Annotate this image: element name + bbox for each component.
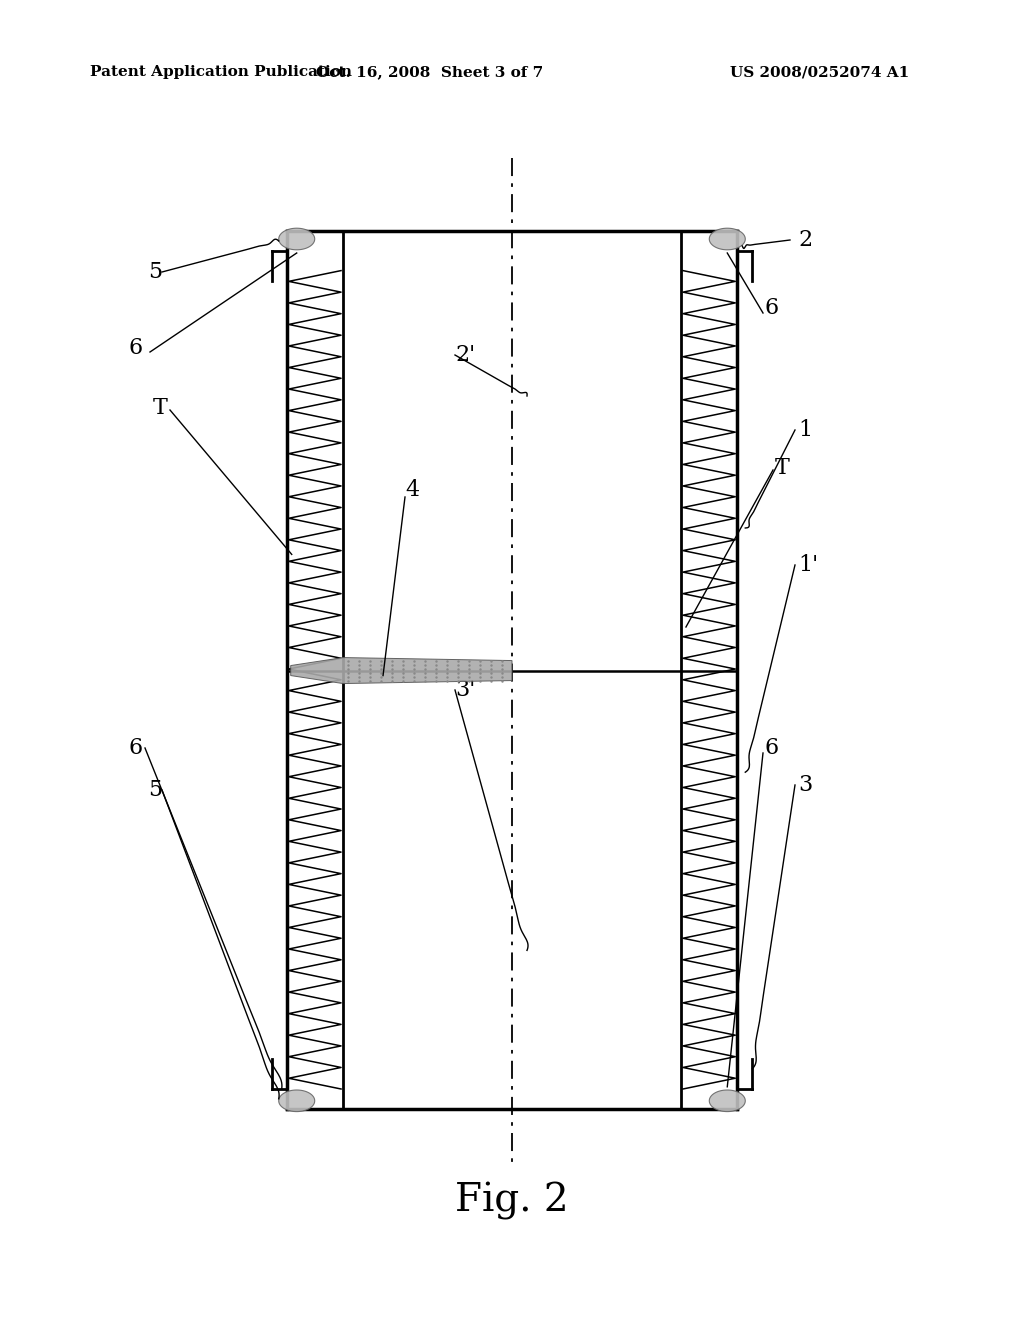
Text: T: T [154,397,168,418]
Text: US 2008/0252074 A1: US 2008/0252074 A1 [730,65,909,79]
Text: T: T [775,457,790,479]
Text: 1: 1 [798,418,812,441]
Polygon shape [710,1090,745,1111]
Text: Patent Application Publication: Patent Application Publication [90,65,352,79]
Text: 6: 6 [765,297,779,319]
Text: Fig. 2: Fig. 2 [456,1183,568,1220]
Text: 5: 5 [148,261,162,282]
Text: 3': 3' [455,678,475,701]
Text: 6: 6 [128,337,142,359]
Text: 5: 5 [148,779,162,801]
Text: 3: 3 [798,774,812,796]
Polygon shape [291,657,512,684]
Text: 4: 4 [406,479,419,502]
Text: 6: 6 [128,737,142,759]
Text: 2: 2 [798,228,812,251]
Text: Oct. 16, 2008  Sheet 3 of 7: Oct. 16, 2008 Sheet 3 of 7 [316,65,544,79]
Text: 6: 6 [765,737,779,759]
Text: 1': 1' [798,554,818,576]
Text: 2': 2' [455,345,475,366]
Polygon shape [279,228,314,249]
Polygon shape [279,1090,314,1111]
Polygon shape [710,228,745,249]
